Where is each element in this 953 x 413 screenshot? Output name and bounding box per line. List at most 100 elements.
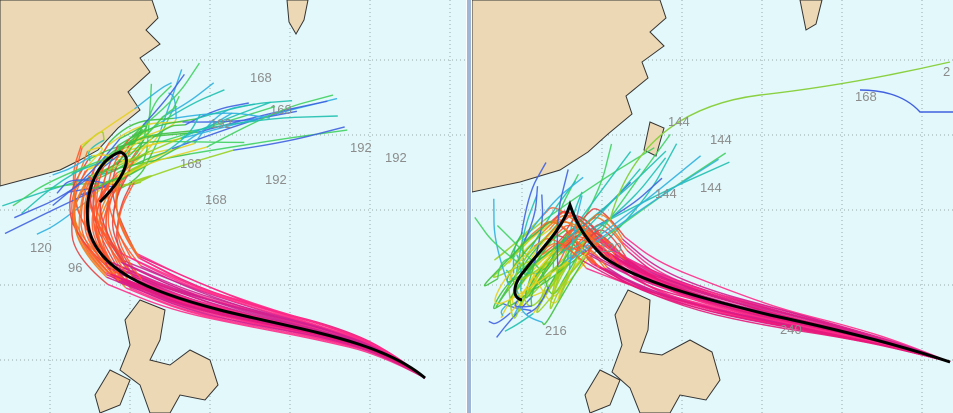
ensemble-track	[123, 262, 426, 379]
hour-label: 120	[600, 240, 622, 255]
ensemble-track	[513, 305, 520, 316]
ensemble-track	[14, 151, 123, 219]
ensemble-track	[180, 97, 338, 140]
ensemble-track	[107, 176, 133, 277]
ensemble-track	[192, 115, 338, 132]
land-philippines	[611, 289, 721, 413]
ensemble-track	[509, 220, 553, 259]
ensemble-track	[541, 260, 584, 326]
ensemble-track	[556, 151, 632, 253]
ensemble-track	[492, 236, 572, 278]
ensemble-track	[181, 101, 272, 139]
mean-track	[513, 200, 951, 364]
land-island	[584, 369, 621, 413]
ensemble-track	[92, 176, 120, 190]
ensemble-track	[549, 255, 587, 310]
ensemble-track	[504, 312, 534, 332]
ensemble-track	[194, 100, 293, 120]
ensemble-track	[190, 129, 348, 155]
ensemble-track	[130, 257, 426, 379]
ensemble-track	[859, 89, 953, 113]
ensemble-track	[530, 234, 568, 307]
ensemble-track	[609, 61, 951, 221]
hour-label: 96	[68, 260, 82, 275]
hour-label: 216	[545, 323, 567, 338]
ensemble-track	[113, 129, 144, 157]
hour-label: 144	[655, 186, 677, 201]
panel-right	[472, 0, 953, 413]
ensemble-track	[522, 186, 539, 246]
ensemble-track	[556, 169, 569, 267]
ensemble-track	[581, 259, 951, 363]
ensemble-track	[136, 124, 186, 152]
ensemble-track	[95, 158, 122, 263]
ensemble-track	[518, 305, 543, 323]
ensemble-track	[105, 182, 129, 282]
ensemble-track	[118, 280, 426, 379]
hour-label: 192	[210, 116, 232, 131]
hour-label: 192	[265, 172, 287, 187]
land-philippines	[119, 299, 219, 413]
ensemble-track	[617, 263, 951, 363]
hour-label: 192	[350, 140, 372, 155]
ensemble-track	[526, 286, 550, 315]
hour-label: 2	[943, 64, 950, 79]
hour-label: 168	[270, 102, 292, 117]
ensemble-track	[158, 140, 245, 144]
ensemble-track	[496, 225, 543, 273]
ensemble-track	[173, 112, 270, 119]
hour-label: 144	[700, 180, 722, 195]
ensemble-track	[508, 222, 552, 264]
ensemble-track	[515, 236, 562, 281]
ensemble-track	[558, 246, 584, 300]
ensemble-track	[117, 181, 143, 281]
land-taiwan	[286, 0, 309, 35]
hour-label: 144	[710, 132, 732, 147]
ensemble-track	[110, 273, 426, 379]
ensemble-track	[95, 170, 122, 280]
hour-label: 144	[668, 114, 690, 129]
land-china	[0, 0, 161, 187]
ensemble-track	[107, 283, 426, 379]
ensemble-track	[73, 180, 107, 276]
ensemble-track	[500, 305, 507, 317]
panel-left	[0, 0, 466, 413]
ensemble-track	[488, 312, 511, 325]
ensemble-track	[142, 73, 185, 126]
ensemble-track	[560, 168, 641, 254]
ensemble-track	[80, 176, 112, 275]
ensemble-track	[78, 179, 114, 279]
ensemble-track	[168, 92, 177, 119]
ensemble-track	[56, 179, 104, 194]
hour-label: 168	[855, 89, 877, 104]
mean-track	[85, 150, 426, 380]
ensemble-track	[514, 300, 532, 308]
ensemble-track	[536, 259, 581, 313]
ensemble-track	[140, 62, 200, 129]
hour-label: 120	[30, 240, 52, 255]
ensemble-track	[493, 250, 545, 310]
ensemble-track	[497, 255, 516, 279]
ensemble-track	[80, 108, 135, 146]
ensemble-track	[106, 137, 182, 172]
hour-label: 168	[205, 192, 227, 207]
ensemble-track	[523, 176, 584, 241]
ensemble-track	[569, 157, 667, 252]
hour-label: 168	[250, 70, 272, 85]
ensemble-track	[582, 232, 627, 261]
ensemble-track	[567, 158, 719, 263]
ensemble-track	[582, 213, 624, 240]
ensemble-track	[185, 102, 249, 126]
land-island	[94, 369, 131, 413]
land-island	[799, 0, 823, 31]
ensemble-track	[544, 147, 655, 221]
hour-label: 192	[385, 150, 407, 165]
ensemble-track	[72, 150, 106, 264]
ensemble-track	[496, 295, 534, 338]
ensemble-track	[624, 236, 951, 363]
ensemble-track	[134, 149, 234, 183]
ensemble-track	[233, 126, 345, 151]
ensemble-track	[520, 162, 547, 235]
ensemble-track	[599, 266, 951, 363]
